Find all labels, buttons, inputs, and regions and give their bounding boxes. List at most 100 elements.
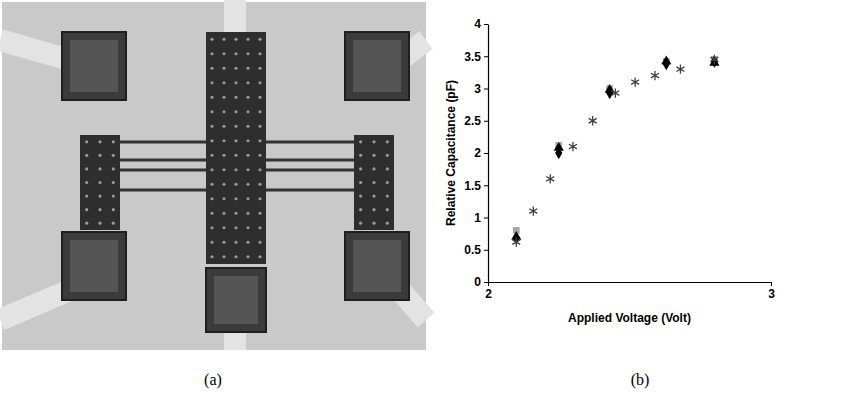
tick: 3 [474, 82, 488, 96]
beam [266, 159, 354, 162]
plate [354, 135, 394, 230]
axis-line [489, 282, 772, 283]
etch-hole [359, 208, 362, 211]
etch-hole [222, 125, 225, 128]
etch-hole [234, 81, 237, 84]
beam [266, 141, 354, 144]
etch-hole [258, 197, 261, 200]
etch-hole [234, 110, 237, 113]
etch-hole [222, 197, 225, 200]
etch-hole [234, 226, 237, 229]
tick: 3 [768, 282, 775, 301]
etch-hole [210, 110, 213, 113]
etch-hole [386, 222, 389, 225]
tick: 0.5 [464, 243, 488, 257]
tick-label: 0 [474, 275, 481, 289]
pad-inner [214, 276, 258, 324]
data-point [651, 71, 659, 80]
etch-hole [258, 125, 261, 128]
etch-hole [246, 96, 249, 99]
beam [120, 159, 206, 162]
etch-hole [246, 197, 249, 200]
etch-hole [112, 222, 115, 225]
etch-hole [246, 52, 249, 55]
etch-hole [210, 96, 213, 99]
etch-hole [234, 96, 237, 99]
etch-hole [386, 208, 389, 211]
data-point [710, 55, 718, 64]
tick-mark [484, 24, 488, 25]
etch-hole [359, 194, 362, 197]
etch-hole [98, 181, 101, 184]
etch-hole [234, 154, 237, 157]
etch-hole [234, 168, 237, 171]
etch-hole [210, 139, 213, 142]
etch-hole [246, 67, 249, 70]
etch-hole [258, 67, 261, 70]
etch-hole [85, 167, 88, 170]
tick-label: 3 [768, 287, 775, 301]
pad-inner [70, 240, 118, 292]
etch-hole [210, 52, 213, 55]
etch-hole [258, 154, 261, 157]
etch-hole [386, 154, 389, 157]
beam [120, 169, 206, 172]
pad [345, 32, 409, 100]
tick-label: 2.5 [464, 114, 481, 128]
etch-hole [234, 38, 237, 41]
data-point [555, 147, 562, 159]
photo-background [2, 2, 426, 350]
etch-hole [386, 194, 389, 197]
etch-hole [210, 81, 213, 84]
etch-hole [85, 181, 88, 184]
etch-hole [258, 241, 261, 244]
etch-hole [246, 81, 249, 84]
etch-hole [246, 110, 249, 113]
etch-hole [222, 241, 225, 244]
plate [206, 32, 266, 264]
tick-label: 2 [485, 287, 492, 301]
etch-hole [98, 194, 101, 197]
tick: 1 [474, 211, 488, 225]
etch-hole [85, 222, 88, 225]
tick-mark [484, 56, 488, 57]
etch-hole [372, 194, 375, 197]
tick-label: 3 [474, 82, 481, 96]
etch-hole [222, 183, 225, 186]
etch-hole [112, 194, 115, 197]
tick-mark [484, 282, 488, 283]
y-axis: 00.511.522.533.54 [464, 17, 488, 289]
etch-hole [246, 226, 249, 229]
data-point [546, 174, 554, 183]
etch-hole [210, 67, 213, 70]
etch-hole [222, 154, 225, 157]
etch-hole [372, 140, 375, 143]
etch-hole [258, 168, 261, 171]
etch-hole [112, 181, 115, 184]
pad [62, 232, 126, 300]
etch-hole [258, 52, 261, 55]
etch-hole [222, 67, 225, 70]
tick-mark [484, 89, 488, 90]
etch-hole [372, 208, 375, 211]
figure: 00.511.522.533.5423Applied Voltage (Volt… [0, 0, 856, 401]
etch-hole [246, 183, 249, 186]
data-point [589, 116, 597, 125]
etch-hole [359, 140, 362, 143]
etch-hole [246, 139, 249, 142]
tick: 3.5 [464, 50, 488, 64]
data-point [611, 88, 619, 97]
etch-hole [222, 226, 225, 229]
series [511, 56, 719, 240]
etch-hole [222, 255, 225, 258]
tick-mark [484, 218, 488, 219]
beam [120, 189, 206, 192]
etch-hole [234, 125, 237, 128]
pad [345, 232, 409, 300]
data-point [711, 55, 718, 67]
tick: 1.5 [464, 179, 488, 193]
tick-label: 1 [474, 211, 481, 225]
etch-hole [246, 168, 249, 171]
etch-hole [222, 110, 225, 113]
data-point [631, 77, 639, 86]
